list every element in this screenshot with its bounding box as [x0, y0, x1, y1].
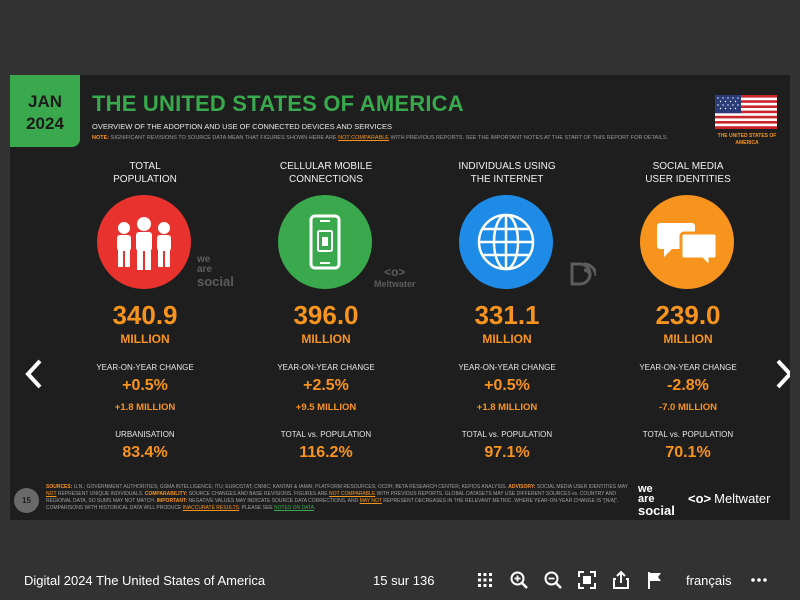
sources-footnote: SOURCES: U.N.; GOVERNMENT AUTHORITIES; G… [46, 484, 628, 511]
meltwater-logo: <o> Meltwater [688, 491, 771, 506]
stat-value: 396.0 [293, 300, 359, 330]
slide-title: THE UNITED STATES OF AMERICA [92, 91, 464, 116]
yoy-label: YEAR-ON-YEAR CHANGE [96, 363, 194, 372]
stat-value: 239.0 [655, 300, 721, 330]
document-title: Digital 2024 The United States of Americ… [24, 573, 266, 588]
stat-label: TOTAL POPULATION [113, 161, 177, 185]
badge-year: 2024 [26, 114, 64, 133]
stat-value: 331.1 [474, 300, 540, 330]
fullscreen-icon[interactable] [577, 570, 597, 590]
stat-unit: MILLION [663, 332, 713, 346]
share-icon[interactable] [611, 570, 631, 590]
yoy-label: YEAR-ON-YEAR CHANGE [639, 363, 737, 372]
people-icon [97, 195, 191, 289]
yoy-percent: +2.5% [303, 377, 349, 394]
yoy-label: YEAR-ON-YEAR CHANGE [277, 363, 375, 372]
sub-label: TOTAL vs. POPULATION [280, 430, 372, 439]
yoy-label: YEAR-ON-YEAR CHANGE [458, 363, 556, 372]
stat-label: INDIVIDUALS USING THE INTERNET [458, 161, 556, 185]
sub-label: TOTAL vs. POPULATION [642, 430, 734, 439]
sub-label: TOTAL vs. POPULATION [461, 430, 553, 439]
yoy-absolute: +1.8 MILLION [114, 402, 176, 413]
badge-month: JAN [27, 92, 62, 111]
meltwater-logo-icon: <o> [384, 265, 406, 279]
yoy-absolute: -7.0 MILLION [658, 402, 718, 413]
slide-note: NOTE: SIGNIFICANT REVISIONS TO SOURCE DA… [92, 135, 669, 141]
notes-on-data-link[interactable]: NOTES ON DATA [274, 505, 315, 511]
stat-value: 340.9 [112, 300, 178, 330]
stat-unit: MILLION [120, 332, 170, 346]
yoy-absolute: +1.8 MILLION [476, 402, 538, 413]
sub-value: 116.2% [299, 444, 353, 461]
meltwater-mark-icon: <o> [688, 491, 712, 506]
language-selector[interactable]: français [686, 573, 732, 588]
yoy-percent: +0.5% [484, 377, 530, 394]
more-icon[interactable] [749, 570, 769, 590]
flag-icon[interactable] [645, 570, 665, 590]
zoom-out-icon[interactable] [543, 570, 563, 590]
globe-icon [459, 195, 553, 289]
stat-label: CELLULAR MOBILE CONNECTIONS [279, 161, 373, 185]
slide-page-number: 15 [14, 488, 39, 513]
yoy-percent: +0.5% [122, 377, 168, 394]
yoy-absolute: +9.5 MILLION [295, 402, 357, 413]
next-slide-chevron-icon[interactable] [772, 357, 790, 391]
stat-label: SOCIAL MEDIA USER IDENTITIES [645, 161, 731, 185]
slide-subtitle: OVERVIEW OF THE ADOPTION AND USE OF CONN… [92, 122, 393, 131]
sub-label: URBANISATION [115, 430, 175, 439]
page-indicator: 15 sur 136 [373, 573, 435, 588]
chat-bubbles-icon [640, 195, 734, 289]
sub-value: 70.1% [665, 444, 711, 461]
we-are-social-logo: we are social [638, 483, 675, 518]
we-are-social-watermark: we are social [197, 254, 234, 289]
viewer-toolbar: Digital 2024 The United States of Americ… [0, 560, 800, 600]
slide: JAN 2024 THE UNITED STATES OF AMERICA OV… [10, 75, 790, 520]
meltwater-watermark: <o> Meltwater [374, 265, 416, 289]
us-flag-icon [715, 95, 777, 129]
date-badge: JAN 2024 [10, 75, 80, 147]
yoy-percent: -2.8% [667, 377, 709, 394]
stat-unit: MILLION [482, 332, 532, 346]
stat-unit: MILLION [301, 332, 351, 346]
sub-value: 97.1% [484, 444, 530, 461]
zoom-in-icon[interactable] [509, 570, 529, 590]
flag-label: THE UNITED STATES OF AMERICA [717, 133, 777, 146]
grid-view-icon[interactable] [475, 570, 495, 590]
datareportal-watermark-icon [570, 262, 596, 286]
sub-value: 83.4% [122, 444, 168, 461]
previous-slide-chevron-icon[interactable] [22, 357, 46, 391]
mobile-phone-icon [278, 195, 372, 289]
